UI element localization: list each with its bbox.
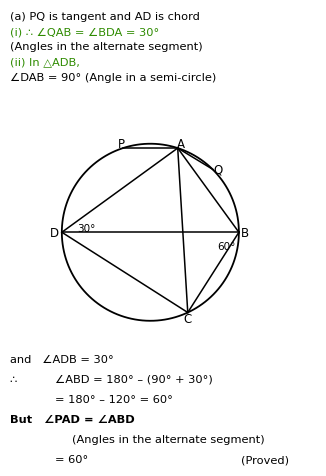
Text: ∠DAB = 90° (Angle in a semi-circle): ∠DAB = 90° (Angle in a semi-circle) <box>10 73 216 83</box>
Text: (a) PQ is tangent and AD is chord: (a) PQ is tangent and AD is chord <box>10 12 200 22</box>
Text: (Angles in the alternate segment): (Angles in the alternate segment) <box>72 434 264 444</box>
Text: (Proved): (Proved) <box>241 454 289 464</box>
Text: A: A <box>177 138 185 151</box>
Text: ∠ABD = 180° – (90° + 30°): ∠ABD = 180° – (90° + 30°) <box>55 374 213 384</box>
Text: P: P <box>117 138 125 151</box>
Text: Q: Q <box>213 163 222 176</box>
Text: = 180° – 120° = 60°: = 180° – 120° = 60° <box>55 394 173 404</box>
Text: But   ∠PAD = ∠ABD: But ∠PAD = ∠ABD <box>10 414 135 424</box>
Text: (Angles in the alternate segment): (Angles in the alternate segment) <box>10 42 202 52</box>
Text: (i) ∴ ∠QAB = ∠BDA = 30°: (i) ∴ ∠QAB = ∠BDA = 30° <box>10 27 159 37</box>
Text: (ii) In △ADB,: (ii) In △ADB, <box>10 58 80 68</box>
Text: B: B <box>240 226 248 239</box>
Text: 30°: 30° <box>78 223 96 233</box>
Text: 60°: 60° <box>217 241 236 251</box>
Text: ∴: ∴ <box>10 374 17 384</box>
Text: and   ∠ADB = 30°: and ∠ADB = 30° <box>10 354 113 364</box>
Text: D: D <box>50 226 59 239</box>
Text: = 60°: = 60° <box>55 454 89 464</box>
Text: C: C <box>184 312 192 325</box>
